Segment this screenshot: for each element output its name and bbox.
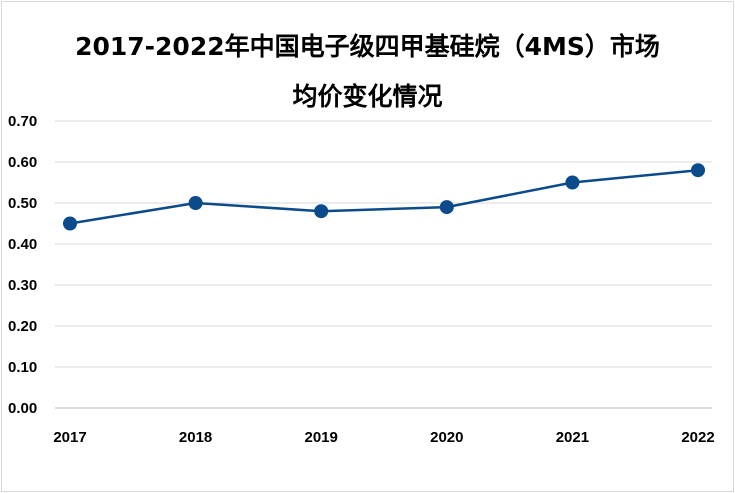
- chart-title: 2017-2022年中国电子级四甲基硅烷（4MS）市场 均价变化情况: [0, 22, 735, 122]
- y-tick-label: 0.70: [8, 113, 37, 130]
- x-tick-label: 2018: [179, 429, 212, 446]
- y-tick-label: 0.20: [8, 318, 37, 335]
- x-tick-label: 2017: [53, 429, 86, 446]
- x-tick-label: 2019: [305, 429, 338, 446]
- chart-title-line-2: 均价变化情况: [292, 82, 443, 111]
- y-tick-label: 0.60: [8, 154, 37, 171]
- data-point: [565, 175, 580, 190]
- data-point: [188, 196, 203, 210]
- x-tick-label: 2021: [556, 429, 589, 446]
- series-line: [69, 168, 699, 225]
- data-point: [439, 200, 454, 215]
- data-point: [314, 204, 329, 219]
- chart-title-line-1: 2017-2022年中国电子级四甲基硅烷（4MS）市场: [75, 32, 660, 61]
- data-point: [63, 216, 77, 231]
- x-tick-label: 2020: [430, 429, 463, 446]
- y-tick-label: 0.50: [8, 195, 37, 212]
- y-tick-label: 0.00: [8, 400, 37, 417]
- y-tick-label: 0.10: [8, 359, 37, 376]
- data-point: [691, 163, 705, 178]
- x-tick-label: 2022: [681, 429, 714, 446]
- y-tick-label: 0.30: [8, 277, 37, 294]
- y-tick-label: 0.40: [8, 236, 37, 253]
